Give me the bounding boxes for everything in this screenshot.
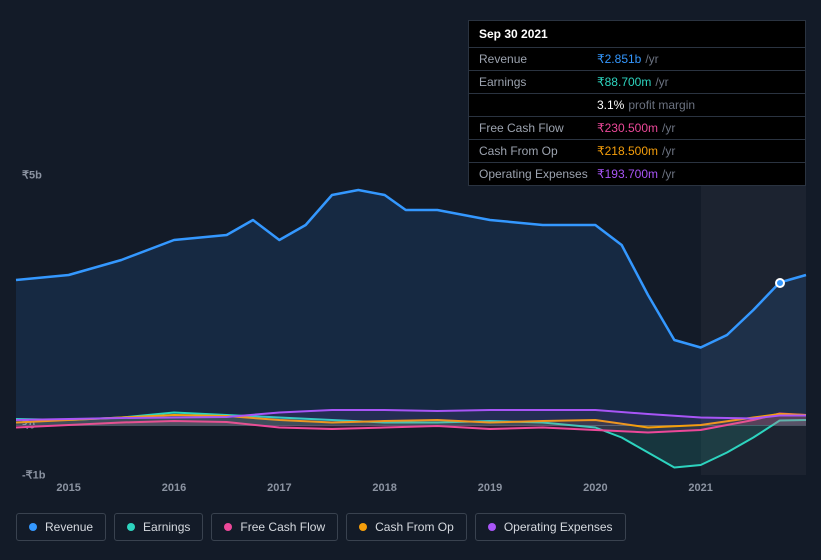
tooltip-unit: /yr xyxy=(662,144,675,158)
chart-plot[interactable] xyxy=(16,175,806,475)
legend-dot-icon xyxy=(127,523,135,531)
legend-label: Cash From Op xyxy=(375,520,454,534)
tooltip-row: Revenue₹2.851b/yr xyxy=(469,47,805,70)
chart-legend: Revenue Earnings Free Cash Flow Cash From O… xyxy=(16,513,626,541)
legend-item[interactable]: Cash From Op xyxy=(346,513,467,541)
legend-dot-icon xyxy=(224,523,232,531)
tooltip-value: 3.1% xyxy=(597,98,624,112)
series-area xyxy=(16,190,806,425)
x-tick-label: 2017 xyxy=(267,482,291,494)
x-tick-label: 2018 xyxy=(372,482,396,494)
tooltip-row: Cash From Op₹218.500m/yr xyxy=(469,139,805,162)
hover-marker xyxy=(775,278,785,288)
legend-label: Free Cash Flow xyxy=(240,520,325,534)
tooltip-unit: /yr xyxy=(662,121,675,135)
tooltip-value: ₹2.851b xyxy=(597,52,641,66)
legend-label: Revenue xyxy=(45,520,93,534)
tooltip-row: Operating Expenses₹193.700m/yr xyxy=(469,162,805,185)
chart-tooltip: Sep 30 2021 Revenue₹2.851b/yrEarnings₹88… xyxy=(468,20,806,186)
x-tick-label: 2016 xyxy=(162,482,186,494)
tooltip-label: Free Cash Flow xyxy=(479,121,597,135)
legend-dot-icon xyxy=(359,523,367,531)
legend-dot-icon xyxy=(488,523,496,531)
chart-svg xyxy=(16,175,806,475)
legend-label: Operating Expenses xyxy=(504,520,613,534)
tooltip-label: Cash From Op xyxy=(479,144,597,158)
x-tick-label: 2021 xyxy=(688,482,712,494)
tooltip-value: ₹88.700m xyxy=(597,75,651,89)
x-tick-label: 2020 xyxy=(583,482,607,494)
chart-container: Sep 30 2021 Revenue₹2.851b/yrEarnings₹88… xyxy=(0,0,821,560)
tooltip-row: Free Cash Flow₹230.500m/yr xyxy=(469,116,805,139)
tooltip-unit: profit margin xyxy=(628,98,695,112)
tooltip-unit: /yr xyxy=(645,52,658,66)
legend-item[interactable]: Free Cash Flow xyxy=(211,513,338,541)
tooltip-label xyxy=(479,98,597,112)
x-tick-label: 2015 xyxy=(56,482,80,494)
x-tick-label: 2019 xyxy=(478,482,502,494)
legend-item[interactable]: Revenue xyxy=(16,513,106,541)
tooltip-unit: /yr xyxy=(655,75,668,89)
tooltip-unit: /yr xyxy=(662,167,675,181)
tooltip-row: 3.1% profit margin xyxy=(469,93,805,116)
tooltip-date: Sep 30 2021 xyxy=(469,21,805,47)
tooltip-label: Operating Expenses xyxy=(479,167,597,181)
legend-label: Earnings xyxy=(143,520,190,534)
tooltip-value: ₹230.500m xyxy=(597,121,658,135)
tooltip-rows: Revenue₹2.851b/yrEarnings₹88.700m/yr3.1%… xyxy=(469,47,805,185)
tooltip-value: ₹193.700m xyxy=(597,167,658,181)
tooltip-value: ₹218.500m xyxy=(597,144,658,158)
legend-dot-icon xyxy=(29,523,37,531)
tooltip-label: Earnings xyxy=(479,75,597,89)
legend-item[interactable]: Operating Expenses xyxy=(475,513,626,541)
tooltip-row: Earnings₹88.700m/yr xyxy=(469,70,805,93)
tooltip-label: Revenue xyxy=(479,52,597,66)
legend-item[interactable]: Earnings xyxy=(114,513,203,541)
